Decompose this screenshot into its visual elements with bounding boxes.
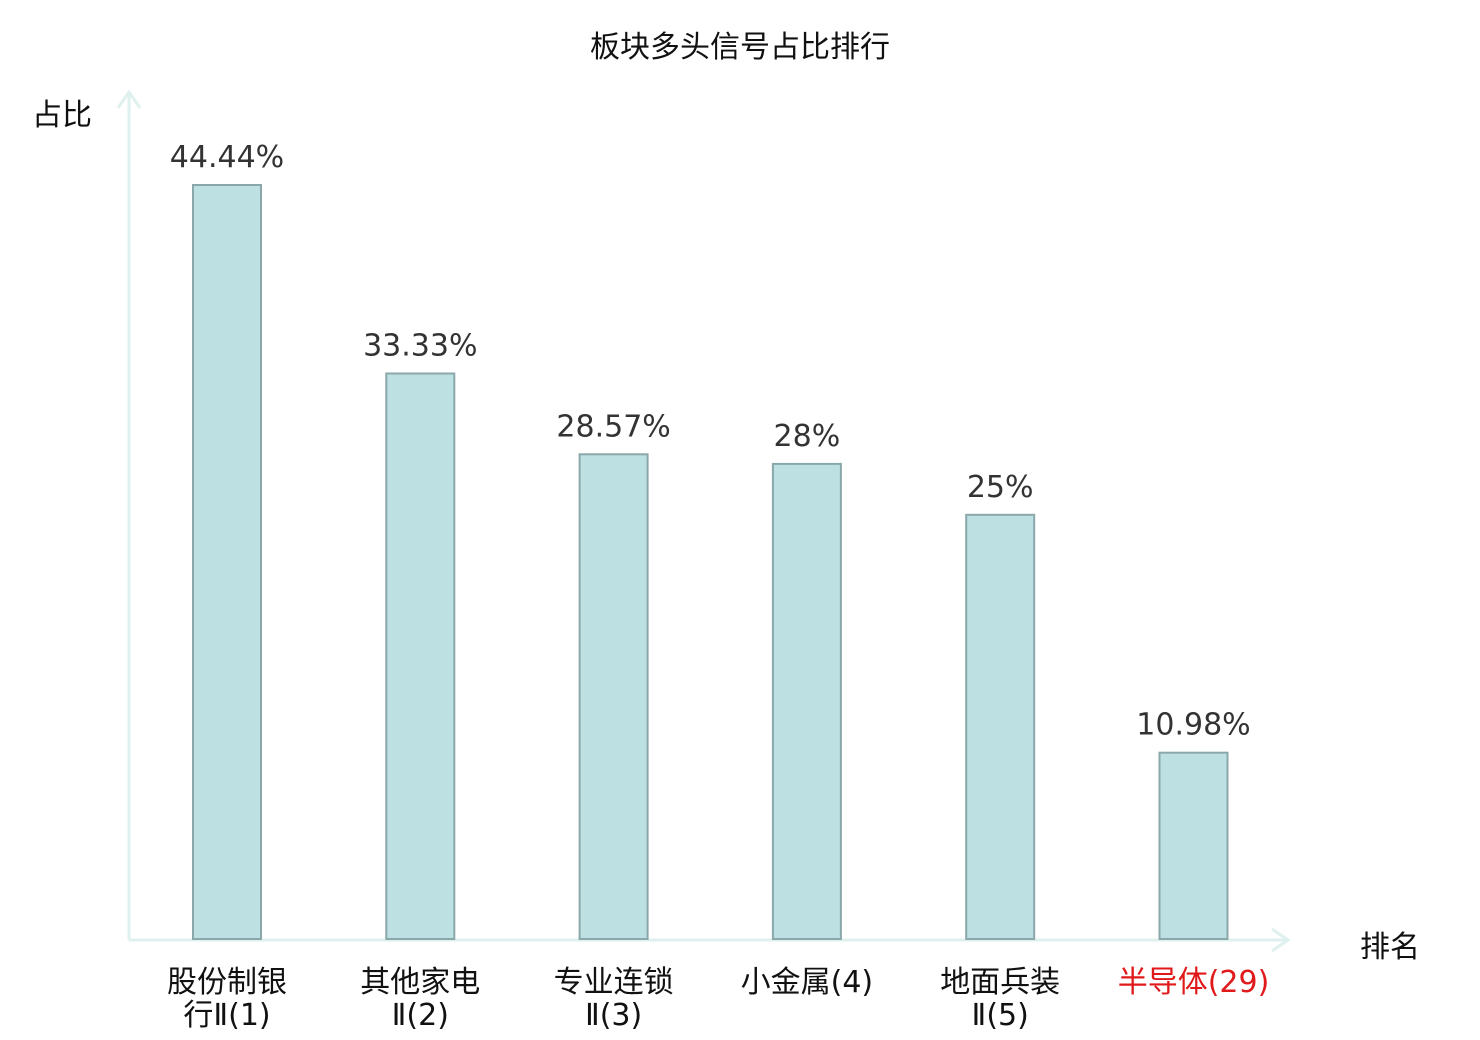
bar-value-label: 28% [774, 419, 841, 454]
bar-value-label: 10.98% [1136, 708, 1250, 743]
bar-value-label: 33.33% [363, 329, 477, 364]
category-label: 小金属(4) [707, 966, 907, 999]
category-label: 专业连锁 Ⅱ(3) [514, 966, 714, 1032]
category-label: 半导体(29) [1094, 966, 1294, 999]
category-label-line: Ⅱ(2) [391, 998, 449, 1033]
category-label: 地面兵装 Ⅱ(5) [900, 966, 1100, 1032]
bar-3 [578, 453, 649, 940]
bar-4 [771, 462, 842, 940]
x-axis-arrow [1271, 927, 1291, 953]
category-label-line: 地面兵装 [940, 965, 1061, 1000]
category-label-line: 其他家电 [360, 965, 481, 1000]
bar-value-label: 44.44% [170, 140, 284, 175]
chart-title: 板块多头信号占比排行 [590, 30, 890, 65]
y-axis-label: 占比 [32, 98, 92, 133]
category-label-line: 小金属(4) [740, 965, 874, 1000]
category-label-line: 专业连锁 [553, 965, 674, 1000]
y-axis-arrow [116, 89, 142, 109]
category-label: 股份制银 行Ⅱ(1) [127, 966, 327, 1032]
category-label-line: Ⅱ(5) [971, 998, 1029, 1033]
bar-value-label: 25% [967, 470, 1034, 505]
bar-value-label: 28.57% [556, 409, 670, 444]
bars [192, 184, 1229, 941]
category-label-line: 半导体(29) [1117, 965, 1270, 1000]
category-label-line: 股份制银 [167, 965, 287, 1000]
bar-6 [1158, 751, 1229, 941]
bar-value-labels: 44.44% 33.33% 28.57% 28% 25% 10.98% [170, 140, 1251, 743]
category-label-line: Ⅱ(3) [584, 998, 643, 1033]
x-axis-label: 排名 [1360, 930, 1420, 965]
category-label: 其他家电 Ⅱ(2) [320, 966, 520, 1032]
category-label-line: 行Ⅱ(1) [183, 998, 271, 1033]
bar-2 [385, 372, 456, 940]
axes [116, 89, 1291, 953]
bar-5 [965, 513, 1036, 940]
bar-1 [192, 184, 262, 940]
